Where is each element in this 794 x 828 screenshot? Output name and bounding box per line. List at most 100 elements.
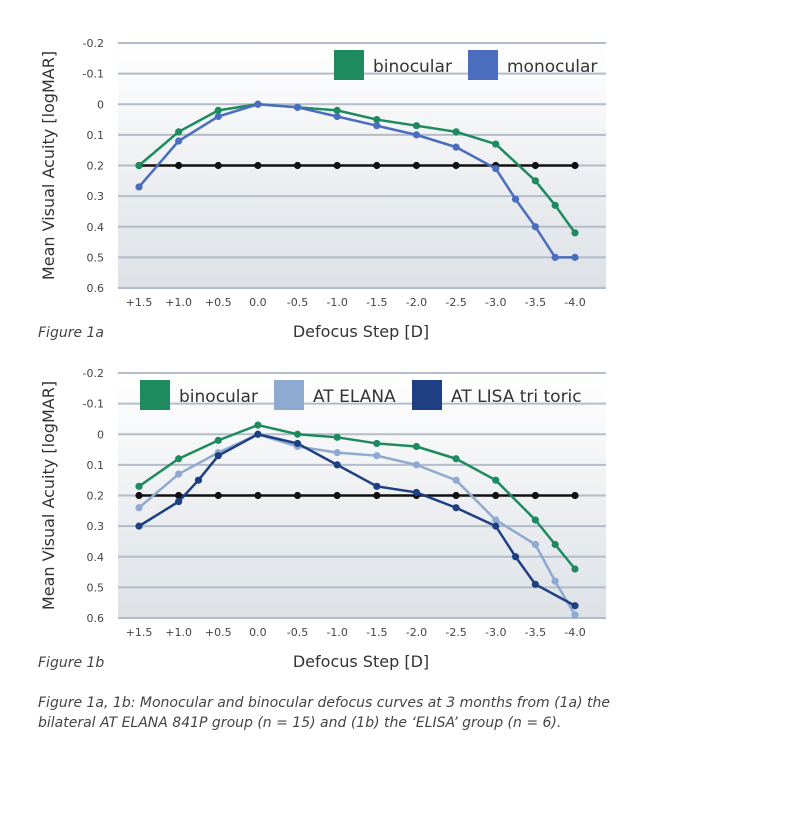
data-point: [333, 112, 341, 121]
series-at-lisa-tri-toric: [135, 430, 579, 610]
legend-label: monocular: [507, 57, 597, 77]
x-tick-label: -2.0: [406, 626, 427, 639]
y-tick-label: -0.2: [83, 37, 104, 50]
y-tick-label: 0: [97, 98, 104, 111]
data-point: [333, 491, 341, 500]
data-point: [531, 177, 539, 185]
data-point: [492, 522, 500, 530]
data-point: [293, 103, 302, 111]
data-point: [452, 504, 460, 512]
x-tick-label: -0.5: [287, 296, 308, 309]
x-tick-label: +1.5: [126, 296, 153, 309]
data-point: [175, 137, 183, 145]
legend-label: binocular: [373, 57, 452, 77]
data-point: [571, 565, 579, 573]
data-point: [531, 491, 539, 500]
legend-item: monocular: [468, 50, 597, 80]
data-point: [531, 161, 539, 170]
figure-label: Figure 1a: [38, 325, 104, 340]
x-tick-label: -3.0: [485, 626, 506, 639]
figure-1a-chart: -0.2 -0.1 0 0.1 0.2 0.3 0.4 0.5 0.6 +1.5 +1.0 +0.5 0…: [38, 37, 606, 340]
data-point: [412, 131, 421, 139]
x-tick-label: -1.5: [366, 296, 387, 309]
series-binocular: [135, 421, 579, 573]
y-tick-label: 0.1: [87, 129, 105, 142]
data-point: [254, 421, 262, 429]
y-tick-label: 0.6: [87, 612, 105, 625]
legend-swatch: [468, 50, 498, 80]
data-point: [175, 470, 183, 478]
legend-swatch: [140, 380, 170, 410]
y-tick-label: 0.2: [87, 160, 105, 173]
data-point: [293, 161, 302, 170]
data-point: [511, 195, 520, 203]
y-tick-label: 0.1: [87, 459, 105, 472]
x-tick-label: -3.5: [525, 626, 546, 639]
figure-label: Figure 1b: [38, 655, 104, 670]
data-point: [492, 491, 500, 500]
data-point: [551, 201, 559, 209]
figure-caption: Figure 1a, 1b: Monocular and binocular d…: [38, 695, 610, 731]
data-point: [175, 491, 183, 500]
x-tick-label: -2.0: [406, 296, 427, 309]
data-point: [254, 100, 262, 108]
data-point: [452, 491, 460, 500]
data-point: [373, 482, 381, 490]
x-tick-label: -0.5: [287, 626, 308, 639]
data-point: [492, 140, 500, 148]
data-point: [254, 430, 262, 438]
data-point: [492, 516, 500, 524]
data-point: [452, 455, 460, 463]
legend-item: AT ELANA: [274, 380, 396, 410]
data-point: [571, 253, 579, 261]
y-tick-label: 0.5: [87, 581, 105, 594]
y-tick-label: 0.4: [87, 551, 105, 564]
data-point: [551, 577, 559, 585]
data-point: [531, 580, 539, 588]
x-tick-label: -2.5: [445, 296, 466, 309]
series-line: [138, 433, 576, 607]
x-tick-label: +0.5: [205, 296, 232, 309]
data-point: [412, 122, 421, 130]
legend-item: binocular: [140, 380, 258, 410]
data-point: [135, 491, 143, 500]
data-point: [135, 161, 143, 170]
data-point: [214, 452, 222, 460]
data-point: [333, 106, 341, 114]
data-point: [571, 161, 579, 170]
data-point: [333, 433, 341, 441]
x-tick-label: -3.0: [485, 296, 506, 309]
x-tick-label: +1.0: [165, 296, 192, 309]
x-tick-label: 0.0: [249, 626, 267, 639]
y-tick-label: 0: [97, 428, 104, 441]
data-point: [333, 161, 341, 170]
legend-item: binocular: [334, 50, 452, 80]
x-tick-label: -4.0: [564, 626, 585, 639]
data-point: [531, 223, 539, 231]
data-point: [452, 476, 460, 484]
y-tick-label: 0.3: [87, 520, 105, 533]
data-point: [551, 540, 559, 549]
data-point: [135, 482, 143, 490]
data-point: [214, 106, 222, 114]
y-tick-label: 0.2: [87, 490, 105, 503]
data-point: [373, 452, 381, 460]
x-tick-label: 0.0: [249, 296, 267, 309]
data-point: [571, 611, 579, 619]
data-point: [511, 553, 520, 561]
data-point: [175, 498, 183, 506]
x-tick-label: -2.5: [445, 626, 466, 639]
data-point: [214, 161, 222, 170]
data-point: [452, 128, 460, 136]
data-point: [373, 122, 381, 130]
y-tick-label: -0.1: [83, 398, 104, 411]
data-point: [492, 476, 500, 484]
y-tick-label: 0.5: [87, 251, 105, 264]
data-point: [293, 430, 302, 438]
data-point: [175, 128, 183, 136]
data-point: [175, 161, 183, 170]
x-tick-label: +0.5: [205, 626, 232, 639]
x-axis-label: Defocus Step [D]: [293, 652, 429, 670]
y-tick-label: 0.3: [87, 190, 105, 203]
x-tick-label: -3.5: [525, 296, 546, 309]
